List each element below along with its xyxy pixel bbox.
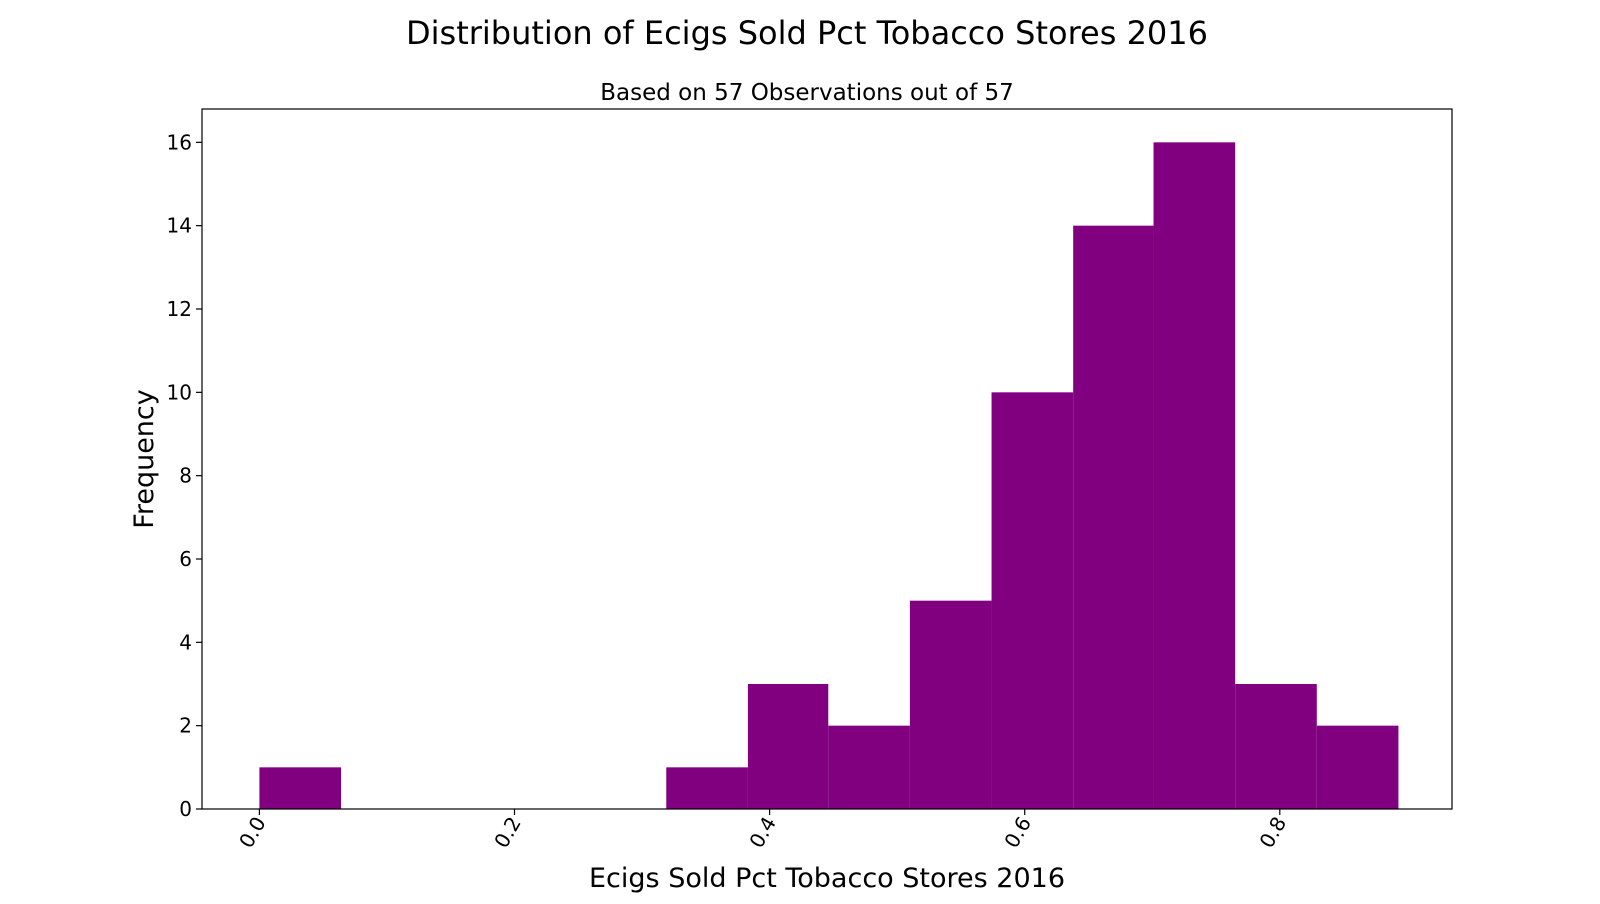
- histogram-bar-9: [991, 392, 1074, 809]
- y-tick-label: 14: [167, 214, 192, 238]
- y-tick-label: 12: [167, 297, 192, 321]
- histogram-bar-5: [666, 767, 748, 809]
- histogram-bar-7: [828, 725, 910, 809]
- histogram-bar-10: [1073, 225, 1154, 809]
- x-axis-label: Ecigs Sold Pct Tobacco Stores 2016: [589, 863, 1065, 894]
- y-axis-label: Frequency: [129, 389, 160, 529]
- histogram-bar-12: [1235, 684, 1317, 809]
- histogram-bar-13: [1316, 725, 1399, 809]
- plot-frame: [201, 108, 1453, 810]
- x-tick-label: 0.6: [999, 813, 1036, 853]
- x-tick-label: 0.8: [1254, 813, 1291, 853]
- histogram-bar-11: [1153, 142, 1236, 810]
- histogram-bar-0: [259, 767, 342, 809]
- y-tick-label: 10: [167, 380, 192, 404]
- x-tick-label: 0.0: [234, 813, 271, 853]
- x-axis: 0.0 0.2 0.4 0.6 0.8: [234, 809, 1291, 852]
- y-tick-label: 4: [179, 630, 192, 654]
- chart-title: Distribution of Ecigs Sold Pct Tobacco S…: [406, 14, 1208, 52]
- y-tick-label: 16: [167, 130, 192, 154]
- histogram-bar-8: [909, 600, 992, 809]
- y-tick-label: 2: [179, 714, 192, 738]
- histogram-bar-6: [747, 684, 829, 809]
- x-tick-label: 0.2: [489, 813, 526, 853]
- chart-subtitle: Based on 57 Observations out of 57: [600, 80, 1014, 106]
- y-tick-label: 6: [179, 547, 192, 571]
- histogram-bars: [259, 142, 1399, 810]
- y-tick-label: 8: [179, 464, 192, 488]
- y-axis: 0 2 4 6 8 10 12 14 16: [167, 130, 202, 821]
- x-tick-label: 0.4: [744, 813, 781, 853]
- y-tick-label: 0: [179, 797, 192, 821]
